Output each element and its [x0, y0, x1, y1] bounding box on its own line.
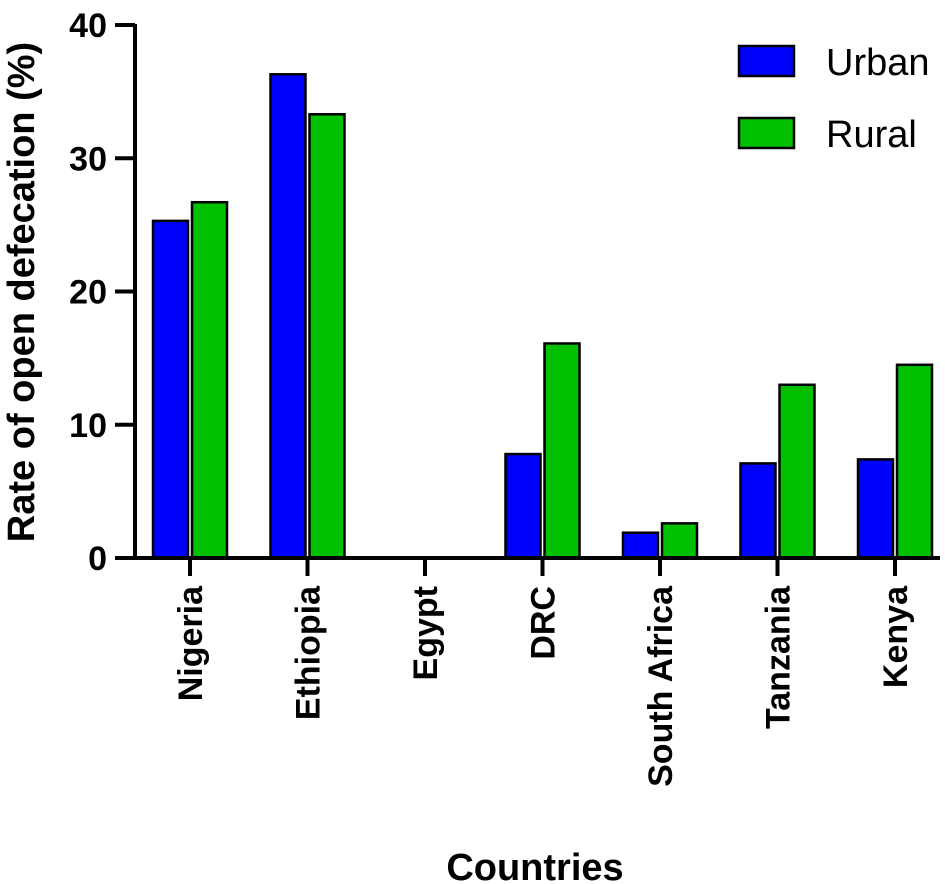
- legend-label-rural: Rural: [826, 114, 917, 156]
- bar-rural-south-africa: [660, 522, 699, 560]
- x-axis: Nigeria Ethiopia Egypt DRC South Africa Tanza…: [133, 556, 940, 787]
- bar-rural-ethiopia: [308, 113, 346, 560]
- x-tick-label: Nigeria: [172, 585, 210, 701]
- y-tick-label: 10: [69, 407, 107, 445]
- bar-rural-nigeria: [190, 200, 229, 560]
- y-axis-title: Rate of open defecation (%): [1, 42, 43, 542]
- legend-label-urban: Urban: [826, 42, 930, 84]
- legend: Urban Rural: [737, 42, 930, 156]
- bar-urban-tanzania: [739, 462, 777, 560]
- y-axis: 0 10 20 30 40: [69, 7, 137, 578]
- bar-urban-kenya: [856, 458, 895, 560]
- x-tick-label: South Africa: [642, 585, 680, 787]
- y-tick-label: 20: [69, 274, 107, 312]
- x-tick-label: Kenya: [877, 585, 915, 688]
- bar-urban-ethiopia: [269, 73, 307, 560]
- x-axis-title: Countries: [446, 847, 623, 884]
- y-tick-label: 0: [88, 540, 107, 578]
- x-tick-label: DRC: [525, 586, 563, 660]
- y-tick-label: 30: [69, 140, 107, 178]
- bar-rural-drc: [543, 342, 581, 560]
- bar-urban-drc: [504, 452, 542, 560]
- bar-rural-tanzania: [778, 383, 816, 560]
- bar-urban-south-africa: [621, 531, 660, 560]
- bars: [151, 73, 934, 560]
- bar-rural-kenya: [895, 363, 934, 560]
- x-tick-label: Tanzania: [760, 585, 798, 729]
- legend-swatch-urban: [737, 44, 796, 78]
- x-tick-label: Egypt: [407, 586, 445, 680]
- bar-urban-nigeria: [151, 219, 190, 560]
- legend-swatch-rural: [737, 116, 796, 150]
- x-tick-label: Ethiopia: [290, 585, 328, 720]
- y-tick-label: 40: [69, 7, 107, 45]
